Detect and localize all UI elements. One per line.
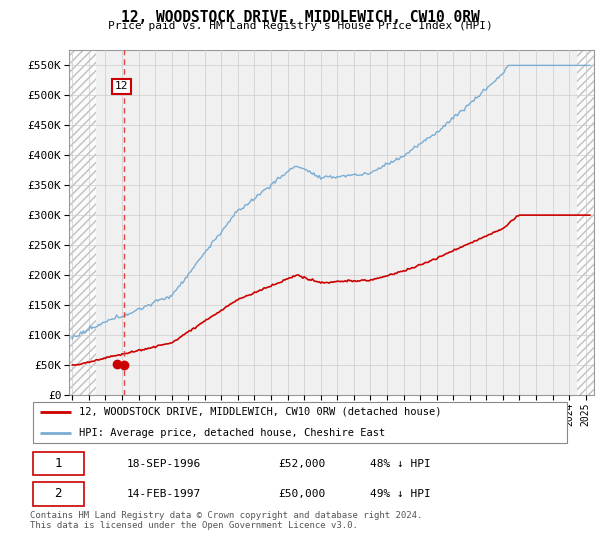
FancyBboxPatch shape (33, 482, 84, 506)
Text: Contains HM Land Registry data © Crown copyright and database right 2024.
This d: Contains HM Land Registry data © Crown c… (30, 511, 422, 530)
FancyBboxPatch shape (33, 452, 84, 475)
Text: 12: 12 (115, 81, 128, 91)
Text: 14-FEB-1997: 14-FEB-1997 (127, 489, 202, 499)
Text: 18-SEP-1996: 18-SEP-1996 (127, 459, 202, 469)
Text: 1: 1 (55, 457, 62, 470)
Text: 49% ↓ HPI: 49% ↓ HPI (370, 489, 431, 499)
Bar (69, 50, 97, 395)
Text: £50,000: £50,000 (278, 489, 326, 499)
Text: 2: 2 (55, 487, 62, 501)
Text: Price paid vs. HM Land Registry's House Price Index (HPI): Price paid vs. HM Land Registry's House … (107, 21, 493, 31)
Text: HPI: Average price, detached house, Cheshire East: HPI: Average price, detached house, Ches… (79, 428, 385, 438)
Text: £52,000: £52,000 (278, 459, 326, 469)
Text: 12, WOODSTOCK DRIVE, MIDDLEWICH, CW10 0RW: 12, WOODSTOCK DRIVE, MIDDLEWICH, CW10 0R… (121, 10, 479, 25)
Bar (577, 50, 594, 395)
Text: 12, WOODSTOCK DRIVE, MIDDLEWICH, CW10 0RW (detached house): 12, WOODSTOCK DRIVE, MIDDLEWICH, CW10 0R… (79, 407, 441, 417)
FancyBboxPatch shape (33, 402, 568, 443)
Text: 48% ↓ HPI: 48% ↓ HPI (370, 459, 431, 469)
